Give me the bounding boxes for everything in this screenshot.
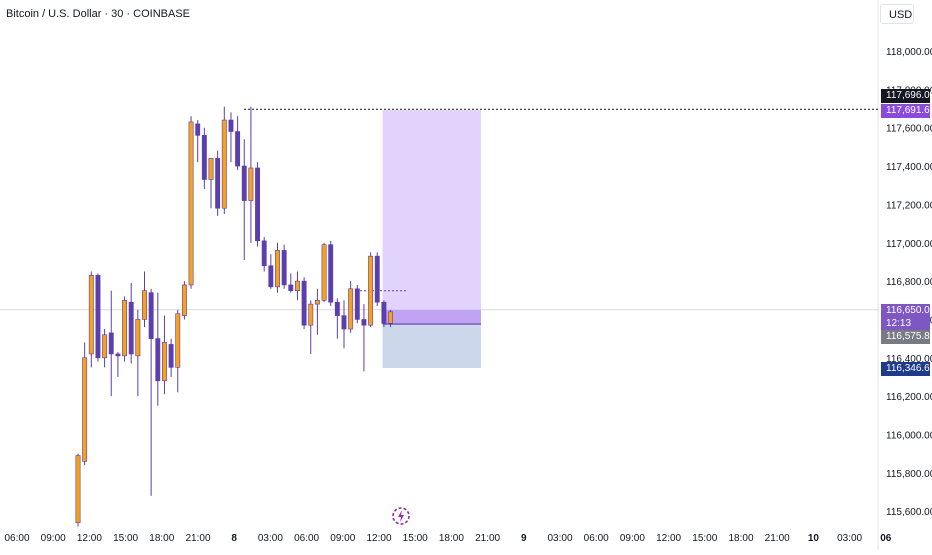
x-tick-label: 8 (231, 533, 237, 544)
x-tick-label: 03:00 (258, 533, 283, 544)
candle-body[interactable] (268, 265, 274, 288)
x-tick-label: 03:00 (547, 533, 572, 544)
stop-price-tag: 116,346.62 (881, 362, 932, 376)
y-tick-label: 117,200.00 (886, 200, 932, 211)
candle-body[interactable] (261, 240, 267, 267)
candle-body[interactable] (168, 344, 174, 368)
candle-body[interactable] (102, 334, 108, 359)
x-tick-label: 09:00 (330, 533, 355, 544)
x-tick-label: 06:00 (294, 533, 319, 544)
candle-body[interactable] (361, 319, 367, 326)
x-tick-label: 09:00 (620, 533, 645, 544)
candle-body[interactable] (255, 167, 260, 242)
candle-body[interactable] (248, 167, 254, 201)
x-tick-label: 9 (521, 533, 527, 544)
candle-body[interactable] (321, 244, 327, 301)
candle-body[interactable] (201, 135, 207, 180)
y-tick-label: 115,800.00 (886, 469, 932, 480)
y-tick-label: 116,200.00 (886, 392, 932, 403)
candle-body[interactable] (228, 119, 234, 132)
candle-body[interactable] (108, 332, 114, 355)
y-tick-label: 117,600.00 (886, 124, 932, 135)
candle-body[interactable] (341, 315, 347, 330)
x-tick-label: 18:00 (728, 533, 753, 544)
y-tick-label: 116,000.00 (886, 431, 932, 442)
x-tick-label: 03:00 (837, 533, 862, 544)
candle-body[interactable] (275, 250, 280, 288)
last-price-tag: 116,650.00 (881, 304, 932, 318)
candle-body[interactable] (122, 299, 128, 357)
candle-body[interactable] (148, 292, 154, 339)
candle-body[interactable] (334, 301, 340, 316)
y-tick-label: 117,400.00 (886, 162, 932, 173)
lightning-icon[interactable] (391, 506, 411, 526)
candle-body[interactable] (215, 158, 221, 209)
x-tick-label: 15:00 (113, 533, 138, 544)
candle-body[interactable] (142, 290, 147, 320)
x-tick-label: 06 (880, 533, 892, 544)
candle-body[interactable] (368, 255, 374, 326)
candle-body[interactable] (301, 280, 307, 326)
y-tick-label: 116,800.00 (886, 277, 932, 288)
candle-body[interactable] (75, 455, 81, 524)
x-tick-label: 18:00 (439, 533, 464, 544)
target-price-tag: 117,691.64 (881, 104, 932, 118)
x-tick-label: 18:00 (149, 533, 174, 544)
candle-body[interactable] (195, 123, 201, 136)
x-tick-label: 15:00 (692, 533, 717, 544)
candle-body[interactable] (235, 131, 241, 167)
candle-body[interactable] (162, 342, 167, 382)
countdown-tag: 12:13 (881, 317, 930, 331)
candle-body[interactable] (354, 288, 360, 320)
candle-body[interactable] (241, 165, 247, 201)
x-tick-label: 21:00 (475, 533, 500, 544)
x-tick-label: 12:00 (77, 533, 102, 544)
y-tick-label: 115,600.00 (886, 507, 932, 518)
candle-body[interactable] (128, 301, 134, 355)
candle-body[interactable] (294, 280, 300, 291)
candle-body[interactable] (388, 311, 393, 324)
candle-body[interactable] (115, 353, 121, 357)
hline-price-tag: 117,696.08 (881, 89, 932, 103)
entry-price-tag: 116,575.83 (881, 330, 932, 344)
candle-body[interactable] (155, 338, 161, 382)
x-tick-label: 10 (808, 533, 820, 544)
y-tick-label: 118,000.00 (886, 47, 932, 58)
candle-body[interactable] (288, 284, 294, 291)
candle-body[interactable] (221, 119, 227, 209)
y-tick-label: 116,400.00 (886, 354, 932, 365)
candle-body[interactable] (82, 357, 88, 462)
currency-selector[interactable]: USD (880, 4, 914, 24)
x-tick-label: 12:00 (656, 533, 681, 544)
candle-body[interactable] (374, 255, 380, 303)
candle-body[interactable] (314, 299, 320, 305)
candle-body[interactable] (308, 303, 314, 326)
candle-body[interactable] (135, 319, 141, 357)
candle-body[interactable] (181, 284, 187, 316)
candle-body[interactable] (188, 121, 194, 286)
x-tick-label: 21:00 (765, 533, 790, 544)
x-tick-label: 06:00 (584, 533, 609, 544)
x-tick-label: 15:00 (403, 533, 428, 544)
x-tick-label: 09:00 (41, 533, 66, 544)
x-tick-label: 12:00 (366, 533, 391, 544)
candle-body[interactable] (88, 275, 94, 355)
x-tick-label: 06:00 (4, 533, 29, 544)
candle-body[interactable] (348, 288, 354, 330)
candle-body[interactable] (175, 313, 181, 368)
stop-loss-zone[interactable] (382, 324, 481, 369)
x-tick-label: 21:00 (185, 533, 210, 544)
position-progress (382, 309, 481, 325)
profit-zone[interactable] (382, 110, 481, 325)
symbol-title[interactable]: Bitcoin / U.S. Dollar · 30 · COINBASE (6, 8, 190, 20)
candle-body[interactable] (281, 250, 287, 286)
y-tick-label: 117,000.00 (886, 239, 932, 250)
candle-body[interactable] (328, 244, 334, 303)
candle-body[interactable] (95, 275, 101, 359)
candle-body[interactable] (208, 158, 214, 180)
candle-body[interactable] (381, 301, 387, 324)
